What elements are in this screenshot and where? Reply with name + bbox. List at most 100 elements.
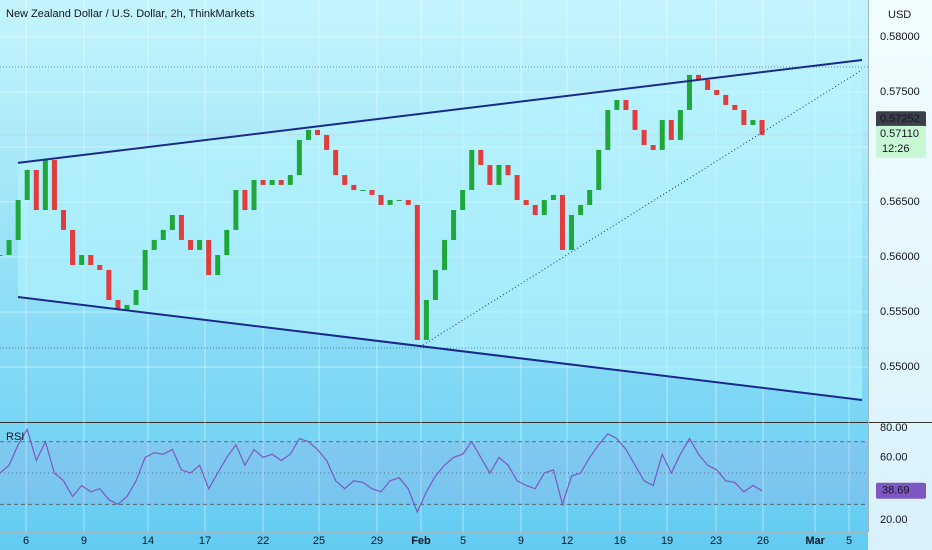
- candle: [0, 255, 3, 257]
- candle: [659, 120, 665, 150]
- candle: [369, 189, 375, 195]
- x-tick-label: 29: [371, 535, 383, 547]
- candle: [705, 79, 711, 90]
- candle: [197, 239, 203, 250]
- x-tick-label: 23: [710, 535, 722, 547]
- candle: [106, 269, 112, 300]
- candle: [51, 159, 57, 211]
- candle: [714, 89, 720, 95]
- candle: [70, 229, 76, 266]
- x-tick-label: 14: [142, 535, 154, 547]
- candle: [342, 175, 348, 185]
- candle: [61, 210, 67, 230]
- rsi-band: [0, 441, 868, 505]
- candle: [405, 199, 411, 205]
- x-tick-label: 26: [757, 535, 769, 547]
- candle: [741, 110, 747, 125]
- candle: [142, 249, 148, 290]
- candle: [750, 120, 756, 125]
- candle: [260, 179, 266, 185]
- x-tick-label: Feb: [411, 535, 431, 547]
- candle: [296, 139, 302, 176]
- candle: [33, 169, 39, 211]
- rsi-line: [0, 427, 763, 514]
- candle: [496, 165, 502, 185]
- candle: [432, 269, 438, 300]
- trend-line: [17, 58, 863, 164]
- y-tick-label: 0.55000: [880, 361, 920, 373]
- candle: [242, 189, 248, 211]
- candle: [732, 104, 738, 111]
- rsi-title: RSI: [6, 431, 24, 443]
- x-tick-label: 5: [846, 535, 852, 547]
- y-tick-label: 0.55500: [880, 306, 920, 318]
- candle: [6, 239, 12, 256]
- candle: [387, 199, 393, 205]
- rsi-value-box: [876, 482, 926, 499]
- candle: [378, 194, 384, 205]
- candle: [24, 169, 30, 200]
- candle: [514, 175, 520, 200]
- x-tick-label: 16: [614, 535, 626, 547]
- candle: [650, 144, 656, 150]
- candle: [315, 129, 321, 135]
- trend-line: [419, 69, 863, 348]
- candle: [233, 189, 239, 230]
- candle: [478, 149, 484, 166]
- candle: [532, 204, 538, 215]
- candle: [206, 239, 212, 276]
- x-tick-label: 6: [23, 535, 29, 547]
- candle: [124, 304, 130, 311]
- channel-fill: [17, 59, 863, 400]
- x-tick-label: 5: [460, 535, 466, 547]
- candle: [569, 214, 575, 250]
- x-tick-label: 25: [313, 535, 325, 547]
- x-tick-label: 17: [199, 535, 211, 547]
- candle: [723, 94, 729, 105]
- last-price-label: 0.57110: [880, 128, 919, 140]
- candle: [360, 189, 366, 191]
- candle: [133, 289, 139, 305]
- candle: [451, 210, 457, 240]
- candle: [623, 99, 629, 111]
- candle: [333, 149, 339, 176]
- candle: [15, 199, 21, 240]
- candle: [641, 129, 647, 145]
- candle: [559, 194, 565, 250]
- candle: [677, 110, 683, 140]
- candle: [414, 204, 420, 340]
- candle: [178, 214, 184, 240]
- candle: [696, 74, 702, 80]
- y-tick-label: 20.00: [880, 514, 908, 526]
- candle: [151, 239, 157, 250]
- candle: [596, 149, 602, 190]
- currency-label: USD: [888, 9, 911, 21]
- y-tick-label: 0.58000: [880, 31, 920, 43]
- candle: [614, 99, 620, 111]
- x-tick-label: 9: [518, 535, 524, 547]
- candle: [351, 184, 357, 190]
- y-tick-label: 0.57500: [880, 86, 920, 98]
- candle: [188, 239, 194, 250]
- candle: [632, 110, 638, 130]
- candle: [686, 74, 692, 111]
- x-tick-label: 12: [561, 535, 573, 547]
- x-tick-label: 19: [661, 535, 673, 547]
- candle: [550, 194, 556, 200]
- trend-line: [17, 296, 863, 401]
- candle: [278, 179, 284, 185]
- candle: [287, 175, 293, 185]
- rsi-value-label: 38.69: [882, 485, 910, 497]
- candle: [42, 159, 48, 211]
- candle: [115, 299, 121, 311]
- candle: [442, 239, 448, 270]
- candle: [305, 129, 311, 140]
- candle: [79, 255, 85, 266]
- candle: [487, 165, 493, 185]
- candle: [460, 189, 466, 211]
- candle: [541, 199, 547, 215]
- candle: [224, 229, 230, 256]
- candle: [469, 149, 475, 190]
